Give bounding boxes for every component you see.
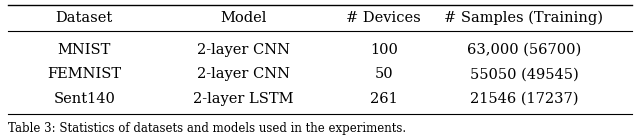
Text: 21546 (17237): 21546 (17237) (470, 92, 578, 106)
Text: 63,000 (56700): 63,000 (56700) (467, 43, 581, 57)
Text: # Devices: # Devices (346, 11, 421, 25)
Text: 261: 261 (370, 92, 397, 106)
Text: 55050 (49545): 55050 (49545) (470, 67, 579, 81)
Text: 100: 100 (370, 43, 397, 57)
Text: FEMNIST: FEMNIST (47, 67, 122, 81)
Text: 2-layer CNN: 2-layer CNN (197, 67, 290, 81)
Text: Model: Model (220, 11, 267, 25)
Text: 2-layer LSTM: 2-layer LSTM (193, 92, 294, 106)
Text: Sent140: Sent140 (53, 92, 115, 106)
Text: # Samples (Training): # Samples (Training) (444, 11, 604, 26)
Text: Dataset: Dataset (56, 11, 113, 25)
Text: 2-layer CNN: 2-layer CNN (197, 43, 290, 57)
Text: MNIST: MNIST (58, 43, 111, 57)
Text: 50: 50 (374, 67, 393, 81)
Text: Table 3: Statistics of datasets and models used in the experiments.: Table 3: Statistics of datasets and mode… (8, 122, 406, 135)
